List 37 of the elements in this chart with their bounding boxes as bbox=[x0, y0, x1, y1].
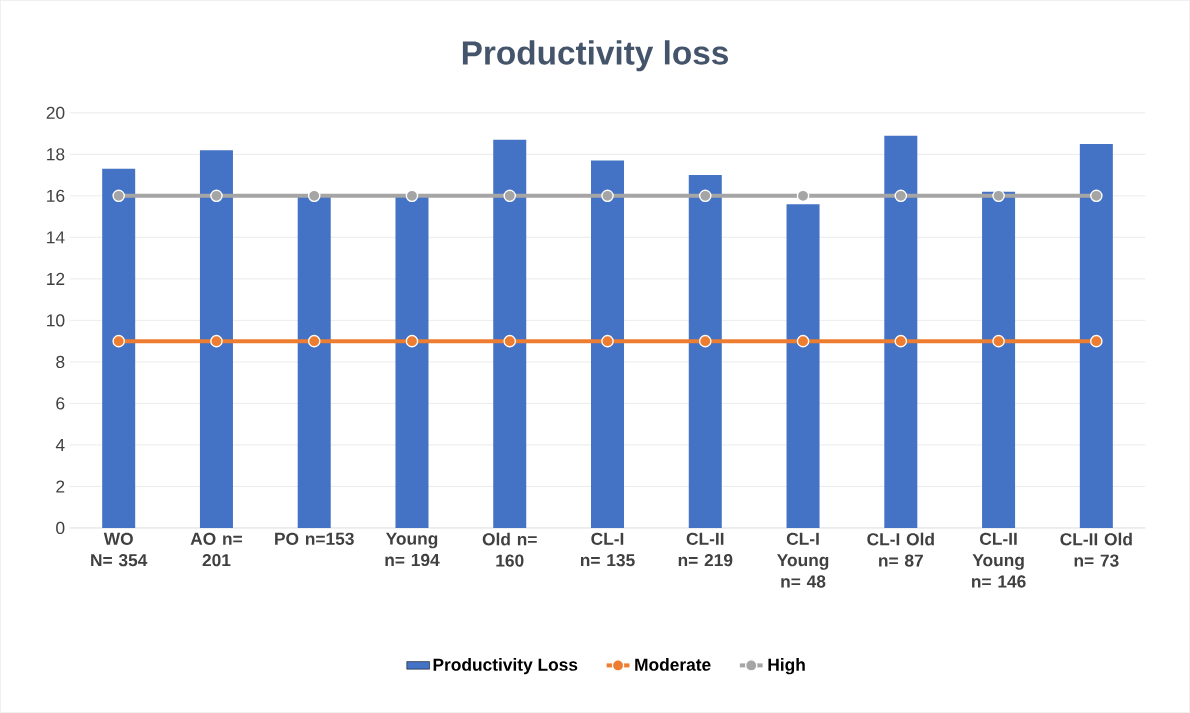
bar bbox=[395, 195, 429, 529]
x-tick-label: CL-II Old n= 73 bbox=[1060, 532, 1132, 567]
x-tick-label: CL-I Young n= 48 bbox=[777, 532, 829, 588]
y-tick-label: 20 bbox=[46, 106, 65, 120]
chart-title: Productivity loss bbox=[462, 40, 728, 72]
bar bbox=[688, 175, 722, 529]
y-tick-label: 6 bbox=[56, 397, 65, 410]
y-tick-label: 8 bbox=[56, 355, 65, 369]
bar bbox=[1079, 144, 1113, 529]
bar bbox=[786, 204, 820, 529]
x-tick-label: Old n= 160 bbox=[482, 532, 537, 567]
x-tick-label: Young n= 194 bbox=[385, 532, 440, 567]
x-tick-label: CL-I n= 135 bbox=[580, 532, 635, 567]
y-tick-label: 10 bbox=[47, 314, 65, 327]
bar bbox=[982, 191, 1016, 529]
x-tick-label: PO n=153 bbox=[275, 532, 354, 546]
legend-label: Productivity Loss bbox=[433, 658, 578, 675]
x-tick-label: WO N= 354 bbox=[91, 532, 148, 567]
y-tick-label: 14 bbox=[47, 231, 65, 244]
bar bbox=[297, 195, 331, 529]
bar bbox=[102, 168, 136, 529]
bar bbox=[884, 135, 918, 529]
bar bbox=[199, 150, 233, 529]
y-tick-label: 2 bbox=[56, 480, 65, 493]
legend-label: Moderate bbox=[635, 658, 711, 671]
x-tick-label: CL-I Old n= 87 bbox=[867, 532, 934, 567]
y-tick-label: 4 bbox=[55, 439, 65, 451]
x-tick-label: CL-II n= 219 bbox=[678, 532, 733, 567]
bar bbox=[493, 139, 527, 529]
y-tick-label: 16 bbox=[47, 189, 65, 203]
y-tick-label: 12 bbox=[47, 272, 65, 286]
legend-label: High bbox=[768, 658, 805, 675]
x-tick-label: AO n= 201 bbox=[190, 532, 242, 567]
bar bbox=[591, 160, 625, 529]
y-tick-label: 0 bbox=[56, 521, 65, 535]
y-tick-label: 18 bbox=[47, 148, 65, 161]
x-tick-label: CL-II Young n= 146 bbox=[972, 532, 1026, 588]
